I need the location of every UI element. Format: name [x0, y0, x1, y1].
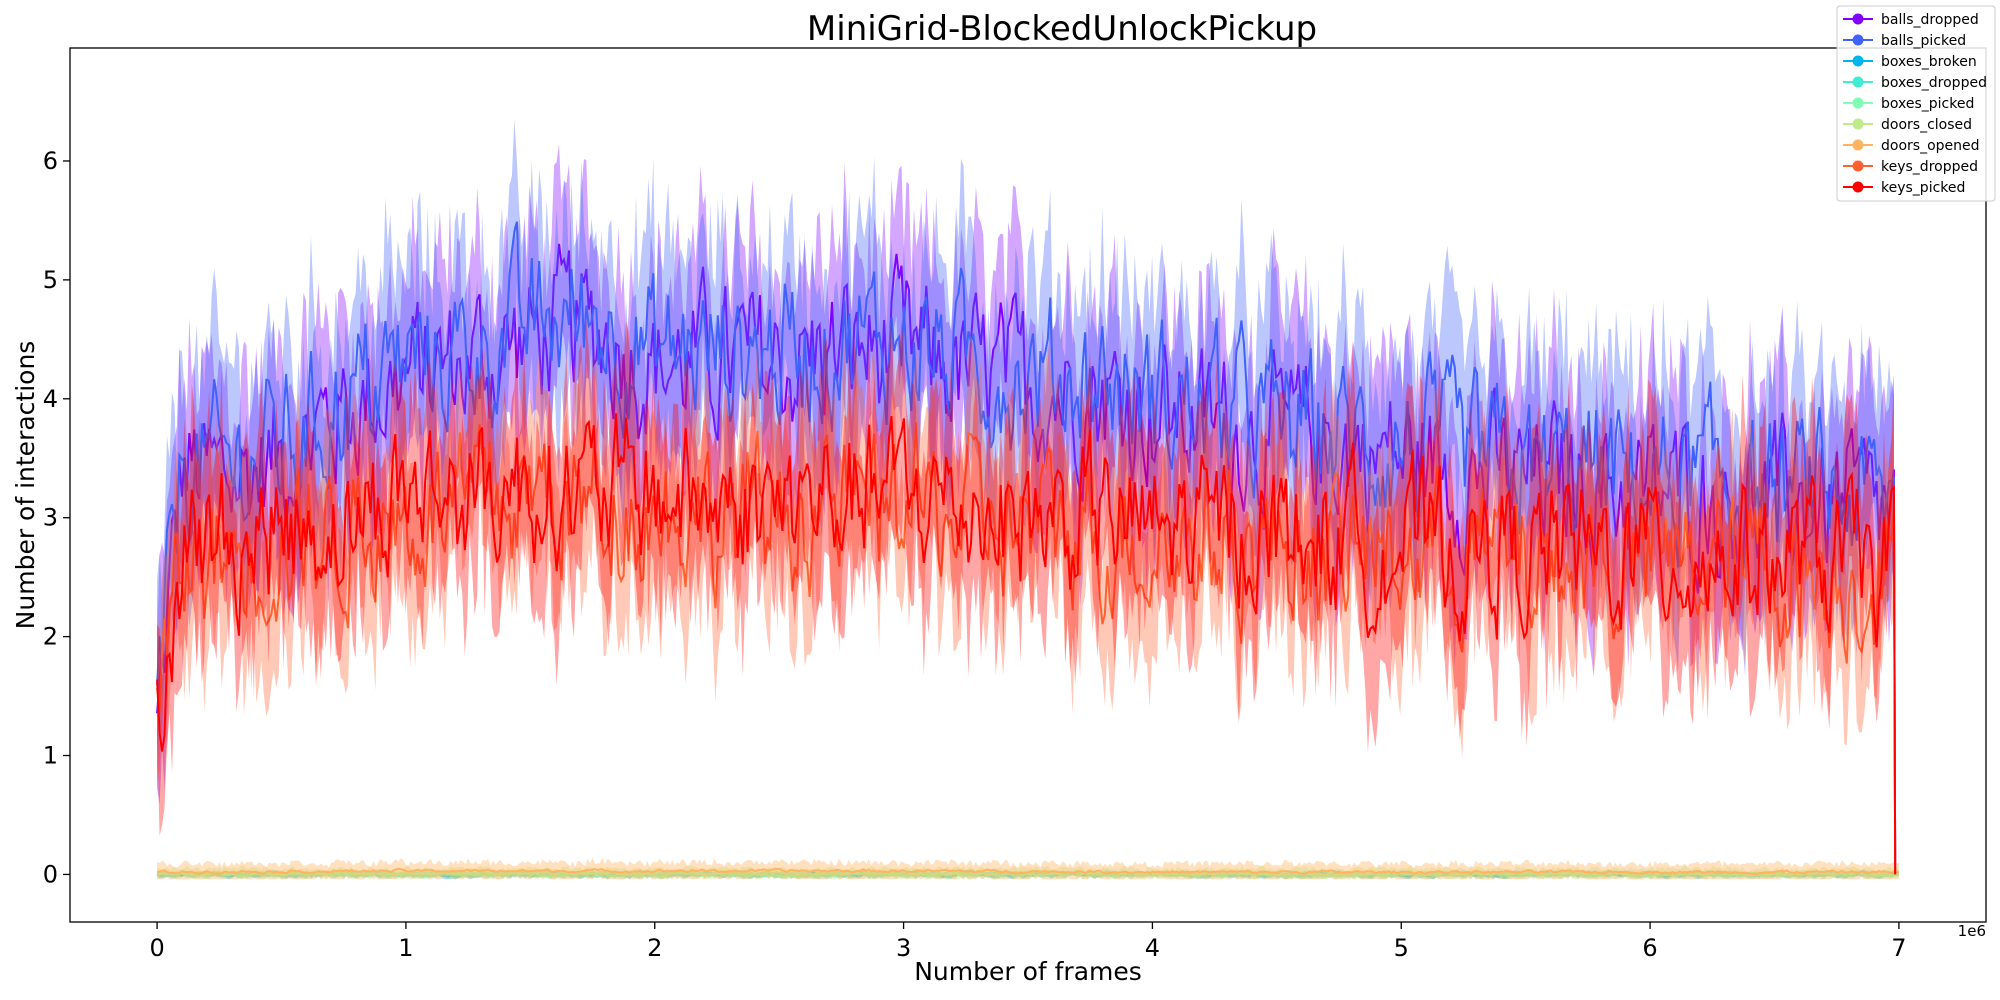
legend-item-balls_picked: balls_picked [1843, 33, 1966, 49]
x-axis-label: Number of frames [914, 957, 1142, 986]
y-tick-label: 0 [43, 860, 58, 888]
y-tick-label: 2 [43, 623, 58, 651]
series-balls_picked [156, 118, 1897, 875]
legend-item-doors_closed: doors_closed [1843, 117, 1972, 133]
line-balls_picked [156, 221, 1897, 875]
x-tick-label: 4 [1145, 934, 1160, 962]
legend-item-keys_picked: keys_picked [1843, 180, 1965, 196]
x-axis: 0 1 2 3 4 5 6 7 [149, 922, 1907, 962]
legend-item-balls_dropped: balls_dropped [1843, 12, 1979, 28]
band-balls_picked [157, 118, 1894, 793]
x-tick-label: 0 [149, 934, 164, 962]
y-tick-label: 5 [43, 266, 58, 294]
legend: balls_dropped balls_picked boxes_brokenbox… [1836, 5, 1996, 202]
legend-label: doors_opened [1881, 138, 1980, 154]
legend-label: keys_dropped [1881, 159, 1978, 175]
x-tick-label: 1 [398, 934, 413, 962]
legend-marker [1852, 97, 1864, 109]
series-layer [156, 118, 1900, 880]
x-tick-label: 5 [1394, 934, 1409, 962]
legend-item-boxes_broken: boxes_broken [1843, 54, 1977, 70]
line-keys_dropped [156, 422, 1897, 875]
line-doors_closed [156, 870, 1899, 877]
y-axis: 0 1 2 3 4 5 6 [43, 147, 70, 888]
legend-label: boxes_picked [1881, 96, 1974, 112]
legend-marker [1852, 139, 1864, 151]
line-doors_opened [156, 867, 1900, 875]
legend-item-doors_opened: doors_opened [1843, 138, 1980, 154]
x-offset-label: 1e6 [1958, 922, 1986, 940]
y-axis-label: Number of interactions [11, 341, 40, 630]
y-tick-label: 3 [43, 504, 58, 532]
legend-marker [1852, 76, 1864, 88]
x-tick-label: 7 [1891, 934, 1906, 962]
legend-label: boxes_broken [1881, 54, 1977, 70]
y-tick-label: 1 [43, 742, 58, 770]
series-doors_opened [156, 857, 1900, 880]
y-tick-label: 6 [43, 147, 58, 175]
legend-label: balls_picked [1881, 33, 1966, 49]
plot-frame [69, 47, 1987, 923]
legend-item-keys_dropped: keys_dropped [1843, 159, 1978, 175]
legend-label: doors_closed [1881, 117, 1972, 133]
legend-item-boxes_picked: boxes_picked [1843, 96, 1974, 112]
legend-marker [1852, 55, 1864, 67]
chart-title: MiniGrid-BlockedUnlockPickup [807, 9, 1317, 49]
legend-marker [1852, 13, 1864, 25]
legend-item-boxes_dropped: boxes_dropped [1843, 75, 1987, 91]
legend-marker [1852, 160, 1864, 172]
legend-label: keys_picked [1881, 180, 1965, 196]
legend-label: balls_dropped [1881, 12, 1979, 28]
legend-marker [1852, 181, 1864, 193]
series-keys_picked [156, 305, 1897, 875]
x-tick-label: 6 [1642, 934, 1657, 962]
legend-marker [1852, 118, 1864, 130]
y-tick-label: 4 [43, 385, 58, 413]
legend-frame [1836, 5, 1996, 202]
legend-marker [1852, 34, 1864, 46]
line-keys_picked [156, 413, 1897, 875]
band-doors_opened [157, 857, 1899, 880]
x-tick-label: 2 [647, 934, 662, 962]
x-tick-label: 3 [896, 934, 911, 962]
legend-label: boxes_dropped [1881, 75, 1987, 91]
